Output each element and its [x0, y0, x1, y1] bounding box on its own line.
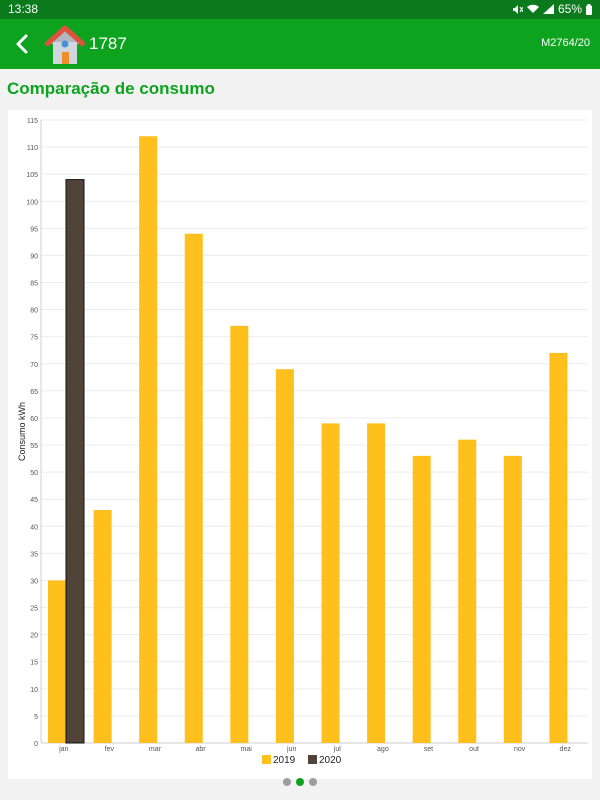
chart-card: 0 5 10 15 20 25 30 35 40 45 50 55 60 65 70 75 80 85 90 95 10…	[8, 110, 592, 779]
y-tick-label: 105	[26, 172, 38, 179]
app-title: 1787	[89, 34, 127, 53]
app-bar: 1787 M2764/20	[0, 19, 600, 69]
house-icon	[44, 25, 86, 64]
y-tick-label: 45	[30, 497, 38, 504]
y-tick-label: 75	[30, 335, 38, 342]
x-tick-label: ago	[377, 746, 389, 753]
bar-2019-mar	[139, 136, 158, 743]
page-dot[interactable]	[296, 778, 304, 786]
bar-2019-nov	[503, 455, 522, 743]
bar-2019-abr	[184, 233, 203, 743]
y-tick-label: 30	[30, 578, 38, 585]
y-tick-label: 10	[30, 687, 38, 694]
bar-2019-set	[412, 455, 431, 743]
bar-2019-jul	[321, 423, 340, 743]
x-tick-label: set	[424, 746, 433, 753]
y-tick-label: 80	[30, 308, 38, 315]
bar-2019-jan	[48, 580, 66, 743]
y-tick-label: 40	[30, 524, 38, 531]
x-tick-label: jul	[333, 746, 341, 753]
y-tick-label: 60	[30, 416, 38, 423]
legend-swatch-2019	[262, 755, 271, 764]
bar-2019-mai	[230, 325, 249, 743]
y-axis-label: Consumo kWh	[17, 402, 27, 461]
y-tick-label: 0	[34, 741, 38, 748]
page-dot[interactable]	[283, 778, 291, 786]
legend-label: 2020	[319, 755, 342, 766]
signal-icon	[542, 4, 554, 14]
bar-2019-dez	[549, 352, 568, 743]
bar-2019-ago	[367, 423, 386, 743]
y-tick-label: 20	[30, 633, 38, 640]
x-tick-label: mai	[240, 746, 252, 753]
wifi-icon	[526, 4, 539, 13]
x-tick-label: dez	[560, 746, 572, 753]
x-tick-label: nov	[514, 746, 526, 753]
y-tick-label: 110	[27, 145, 38, 152]
section-title: Comparação de consumo	[7, 79, 215, 98]
y-tick-label: 95	[30, 226, 38, 233]
y-tick-label: 50	[30, 470, 38, 477]
bar-2019-fev	[93, 510, 112, 743]
bar-2019-jun	[275, 369, 294, 743]
y-tick-label: 100	[26, 199, 38, 206]
y-tick-label: 65	[30, 389, 38, 396]
y-tick-label: 55	[30, 443, 38, 450]
status-bar: 13:38 65%	[0, 0, 600, 19]
page-indicator	[283, 778, 317, 786]
battery-icon	[586, 3, 592, 15]
y-tick-label: 85	[30, 281, 38, 288]
battery-percent: 65%	[557, 2, 582, 16]
x-tick-label: abr	[195, 746, 206, 753]
legend-swatch-2020	[308, 755, 317, 764]
status-icons: 65%	[512, 2, 592, 16]
x-tick-label: fev	[105, 746, 115, 753]
y-tick-label: 5	[34, 714, 38, 721]
y-tick-label: 15	[30, 660, 38, 667]
legend-label: 2019	[273, 755, 296, 766]
y-tick-label: 90	[30, 253, 38, 260]
y-tick-label: 70	[30, 362, 38, 369]
page-dot[interactable]	[309, 778, 317, 786]
consumption-chart: 0 5 10 15 20 25 30 35 40 45 50 55 60 65 70 75 80 85 90 95 10…	[17, 118, 588, 766]
y-tick-label: 25	[30, 606, 38, 613]
bar-2020-jan	[65, 179, 85, 744]
x-tick-label: out	[469, 746, 479, 753]
back-arrow-icon[interactable]	[10, 31, 36, 57]
y-tick-label: 115	[27, 118, 38, 125]
y-tick-label: 35	[30, 551, 38, 558]
bar-2019-out	[458, 439, 477, 743]
mute-icon	[512, 4, 523, 14]
x-tick-label: jan	[58, 746, 68, 753]
x-tick-label: jun	[286, 746, 296, 753]
status-time: 13:38	[8, 2, 39, 16]
x-tick-label: mar	[149, 746, 162, 753]
app-code: M2764/20	[541, 37, 590, 49]
